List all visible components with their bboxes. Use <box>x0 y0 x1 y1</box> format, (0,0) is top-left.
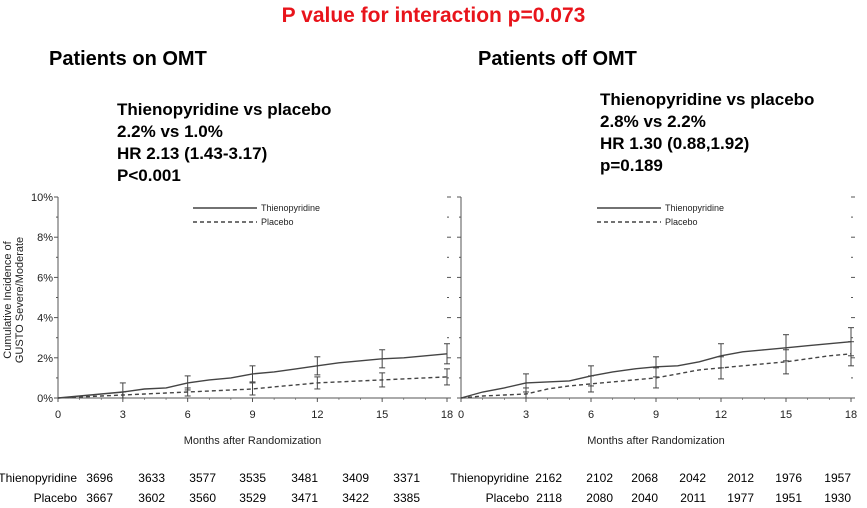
x-axis-label: Months after Randomization <box>587 435 725 447</box>
risk-table-value: 2012 <box>727 471 754 485</box>
risk-table-value: 2162 <box>535 471 562 485</box>
risk-table-value: 3577 <box>189 471 216 485</box>
y-tick-label: 6% <box>37 272 53 284</box>
legend-label: Placebo <box>665 217 698 227</box>
risk-table-value: 1957 <box>824 471 851 485</box>
risk-table-label: Placebo <box>34 491 78 505</box>
risk-table-value: 1930 <box>824 491 851 505</box>
risk-table-value: 1951 <box>775 491 802 505</box>
risk-table-value: 3481 <box>291 471 318 485</box>
stats-rates: 2.8% vs 2.2% <box>600 112 706 131</box>
risk-table-value: 2102 <box>586 471 613 485</box>
stats-hazard-ratio: HR 2.13 (1.43-3.17) <box>117 144 268 163</box>
panel-title-on-omt: Patients on OMT <box>49 48 207 70</box>
main-title: P value for interaction p=0.073 <box>281 4 586 27</box>
legend-label: Thienopyridine <box>665 203 724 213</box>
risk-table-value: 2040 <box>631 491 658 505</box>
stats-comparison: Thienopyridine vs placebo <box>600 90 815 109</box>
x-tick-label: 15 <box>780 409 792 421</box>
x-tick-label: 12 <box>715 409 727 421</box>
risk-table-value: 3529 <box>239 491 266 505</box>
x-tick-label: 15 <box>376 409 388 421</box>
risk-table-value: 3696 <box>86 471 113 485</box>
risk-table-label: Thienopyridine <box>0 471 77 485</box>
risk-table-value: 3371 <box>393 471 420 485</box>
risk-table-value: 3422 <box>342 491 369 505</box>
risk-table-value: 3535 <box>239 471 266 485</box>
x-tick-label: 6 <box>185 409 191 421</box>
risk-table-value: 3667 <box>86 491 113 505</box>
y-axis-label-line1: Cumulative Incidence of <box>2 240 14 358</box>
y-tick-label: 4% <box>37 313 53 325</box>
x-tick-label: 9 <box>249 409 255 421</box>
risk-table-label: Placebo <box>486 491 530 505</box>
stats-rates: 2.2% vs 1.0% <box>117 122 223 141</box>
x-tick-label: 12 <box>311 409 323 421</box>
x-tick-label: 18 <box>441 409 453 421</box>
y-tick-label: 10% <box>31 192 53 204</box>
x-tick-label: 9 <box>653 409 659 421</box>
risk-table-value: 2118 <box>536 491 562 505</box>
stats-p-value: P<0.001 <box>117 166 181 185</box>
risk-table-value: 3633 <box>138 471 165 485</box>
risk-table-value: 3385 <box>393 491 420 505</box>
y-tick-label: 2% <box>37 353 53 365</box>
legend-label: Placebo <box>261 217 294 227</box>
risk-table-value: 1977 <box>727 491 754 505</box>
stats-block-on-omt: Thienopyridine vs placebo 2.2% vs 1.0% H… <box>117 99 331 187</box>
stats-hazard-ratio: HR 1.30 (0.88,1.92) <box>600 134 750 153</box>
x-axis-label: Months after Randomization <box>184 435 322 447</box>
y-axis-label-line2: GUSTO Severe/Moderate <box>14 237 26 363</box>
risk-table-value: 2042 <box>679 471 706 485</box>
x-tick-label: 18 <box>845 409 857 421</box>
x-tick-label: 0 <box>55 409 61 421</box>
risk-table-value: 2080 <box>586 491 613 505</box>
x-tick-label: 3 <box>523 409 529 421</box>
stats-comparison: Thienopyridine vs placebo <box>117 100 332 119</box>
risk-table-value: 3560 <box>189 491 216 505</box>
stats-p-value: p=0.189 <box>600 156 663 175</box>
risk-table-value: 2068 <box>631 471 658 485</box>
risk-table-label: Thienopyridine <box>450 471 529 485</box>
risk-table-value: 3409 <box>342 471 369 485</box>
x-tick-label: 3 <box>120 409 126 421</box>
risk-table-value: 2011 <box>680 491 706 505</box>
risk-table-value: 1976 <box>775 471 802 485</box>
risk-table-value: 3471 <box>291 491 318 505</box>
y-tick-label: 8% <box>37 232 53 244</box>
y-tick-label: 0% <box>37 393 53 405</box>
x-tick-label: 6 <box>588 409 594 421</box>
risk-table-value: 3602 <box>138 491 165 505</box>
stats-block-off-omt: Thienopyridine vs placebo 2.8% vs 2.2% H… <box>600 89 814 177</box>
panel-title-off-omt: Patients off OMT <box>478 48 637 70</box>
legend-label: Thienopyridine <box>261 203 320 213</box>
x-tick-label: 0 <box>458 409 464 421</box>
